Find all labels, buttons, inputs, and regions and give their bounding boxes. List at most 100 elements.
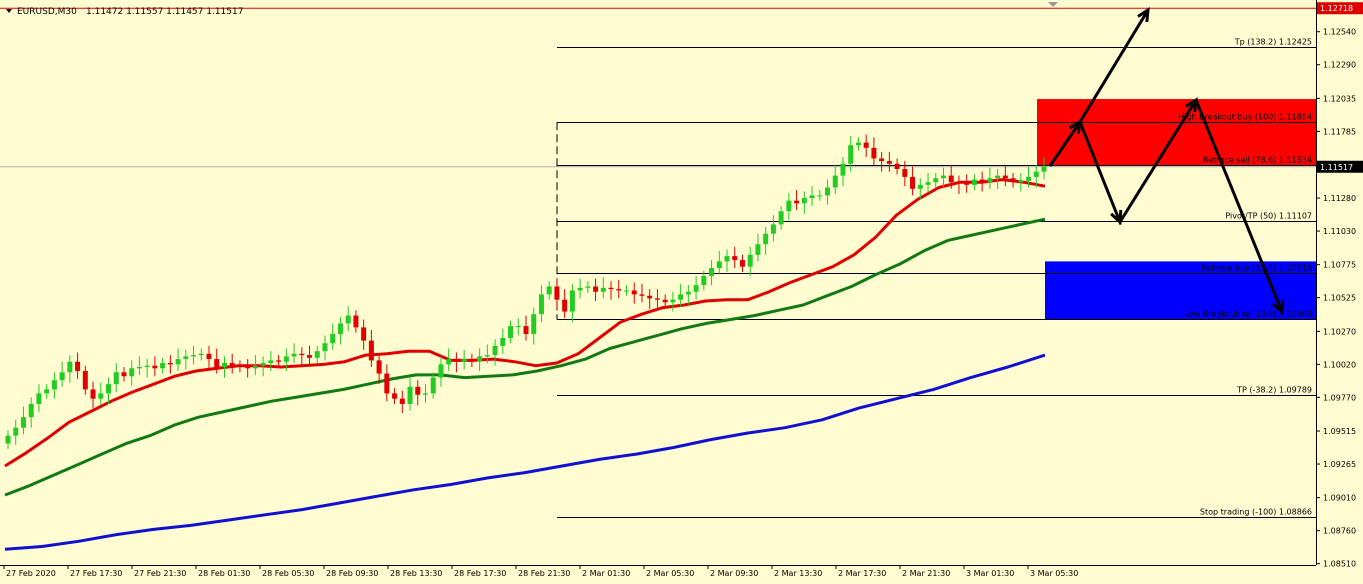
candle-body bbox=[75, 361, 81, 371]
candle-body bbox=[724, 256, 730, 262]
candle-body bbox=[817, 195, 823, 197]
candle-body bbox=[314, 351, 320, 358]
candle-body bbox=[160, 363, 166, 369]
candle-body bbox=[693, 285, 699, 292]
x-tick-label: 2 Mar 01:30 bbox=[582, 569, 630, 578]
x-tick-label: 28 Feb 05:30 bbox=[262, 569, 314, 578]
arrow-head-icon bbox=[1137, 7, 1150, 23]
x-tick-label: 28 Feb 09:30 bbox=[326, 569, 378, 578]
candle-body bbox=[368, 340, 374, 361]
y-tick-label: 1.10525 bbox=[1323, 294, 1356, 303]
x-tick-label: 28 Feb 13:30 bbox=[390, 569, 442, 578]
candle-body bbox=[1010, 178, 1016, 183]
fib-level-label: Tp (138.2) 1.12425 bbox=[1234, 38, 1312, 47]
candle-body bbox=[662, 299, 668, 303]
candle-body bbox=[353, 315, 359, 328]
projection-path-2 bbox=[1078, 9, 1150, 123]
current-price-badge: 1.11517 bbox=[1320, 163, 1353, 172]
candle-body bbox=[322, 343, 328, 352]
candle-body bbox=[971, 179, 977, 185]
candle-body bbox=[902, 169, 908, 177]
candle-body bbox=[430, 377, 436, 394]
y-tick-label: 1.10020 bbox=[1323, 360, 1356, 369]
candle-body bbox=[631, 290, 637, 295]
candle-body bbox=[763, 233, 769, 245]
y-tick-label: 1.10775 bbox=[1323, 261, 1356, 270]
candle-body bbox=[593, 286, 599, 292]
candle-body bbox=[608, 287, 614, 290]
candle-body bbox=[794, 200, 800, 204]
candle-body bbox=[577, 287, 583, 291]
x-tick-label: 2 Mar 09:30 bbox=[710, 569, 758, 578]
candle-body bbox=[1033, 171, 1039, 177]
candle-body bbox=[624, 290, 630, 292]
arrow-head-icon bbox=[1110, 209, 1123, 226]
y-tick-label: 1.12035 bbox=[1323, 94, 1356, 103]
top-price-badge: 1.12718 bbox=[1320, 4, 1353, 13]
current-price-badge-bg bbox=[1317, 160, 1363, 173]
candle-body bbox=[260, 363, 266, 366]
candle-body bbox=[925, 182, 931, 185]
candle-body bbox=[562, 299, 568, 312]
x-tick-label: 27 Feb 21:30 bbox=[134, 569, 186, 578]
candle-body bbox=[144, 365, 150, 367]
arrow-head-icon bbox=[1272, 299, 1285, 316]
x-tick-label: 27 Feb 17:30 bbox=[70, 569, 122, 578]
candle-body bbox=[183, 356, 189, 360]
candle-body bbox=[129, 368, 135, 377]
candle-body bbox=[484, 355, 490, 357]
fib-level-label: High Breakout buy (100) 1.11854 bbox=[1178, 113, 1312, 122]
candle-body bbox=[778, 211, 784, 225]
projection-path-1 bbox=[1048, 99, 1198, 226]
candle-body bbox=[894, 163, 900, 169]
y-tick-label: 1.11030 bbox=[1323, 227, 1356, 236]
candle-body bbox=[585, 286, 591, 288]
y-tick-label: 1.08510 bbox=[1323, 560, 1356, 569]
candle-body bbox=[678, 294, 684, 300]
candle-body bbox=[979, 179, 985, 183]
candle-body bbox=[500, 337, 506, 346]
candle-body bbox=[268, 360, 274, 364]
candle-body bbox=[399, 398, 405, 404]
candle-body bbox=[515, 326, 521, 328]
x-tick-label: 28 Feb 17:30 bbox=[454, 569, 506, 578]
top-price-badge-bg bbox=[1317, 2, 1363, 15]
shift-marker-icon[interactable] bbox=[1048, 2, 1058, 7]
candle-body bbox=[1026, 176, 1032, 181]
candle-body bbox=[987, 178, 993, 183]
candle-body bbox=[67, 361, 73, 373]
y-tick-label: 1.12290 bbox=[1323, 61, 1356, 70]
candle-body bbox=[770, 224, 776, 234]
candle-body bbox=[840, 163, 846, 176]
candle-body bbox=[446, 359, 452, 365]
fib-level-label: Pivot/TP (50) 1.11107 bbox=[1225, 212, 1312, 221]
candle-body bbox=[639, 294, 645, 296]
candle-body bbox=[879, 158, 885, 162]
candle-body bbox=[848, 145, 854, 164]
arrow-head-icon bbox=[1068, 119, 1082, 135]
candle-body bbox=[307, 355, 313, 358]
x-tick-label: 3 Mar 05:30 bbox=[1030, 569, 1078, 578]
candle-body bbox=[299, 353, 305, 356]
candle-body bbox=[291, 353, 297, 357]
x-tick-label: 2 Mar 21:30 bbox=[902, 569, 950, 578]
x-tick-label: 2 Mar 17:30 bbox=[838, 569, 886, 578]
y-tick-label: 1.09515 bbox=[1323, 427, 1356, 436]
candle-body bbox=[245, 367, 251, 369]
candle-body bbox=[59, 372, 65, 381]
dropdown-triangle-icon[interactable] bbox=[6, 9, 12, 13]
y-tick-label: 1.11280 bbox=[1323, 194, 1356, 203]
candle-body bbox=[237, 365, 243, 367]
candle-body bbox=[206, 353, 212, 360]
candle-body bbox=[191, 355, 197, 357]
candle-body bbox=[330, 334, 336, 344]
candle-body bbox=[167, 363, 173, 365]
candle-body bbox=[886, 161, 892, 164]
symbol-label: EURUSD,M30 bbox=[17, 7, 77, 17]
candle-body bbox=[44, 389, 50, 394]
projection-path-3 bbox=[1194, 99, 1284, 313]
y-tick-label: 1.09265 bbox=[1323, 460, 1356, 469]
candle-body bbox=[940, 175, 946, 179]
x-tick-label: 3 Mar 01:30 bbox=[966, 569, 1014, 578]
